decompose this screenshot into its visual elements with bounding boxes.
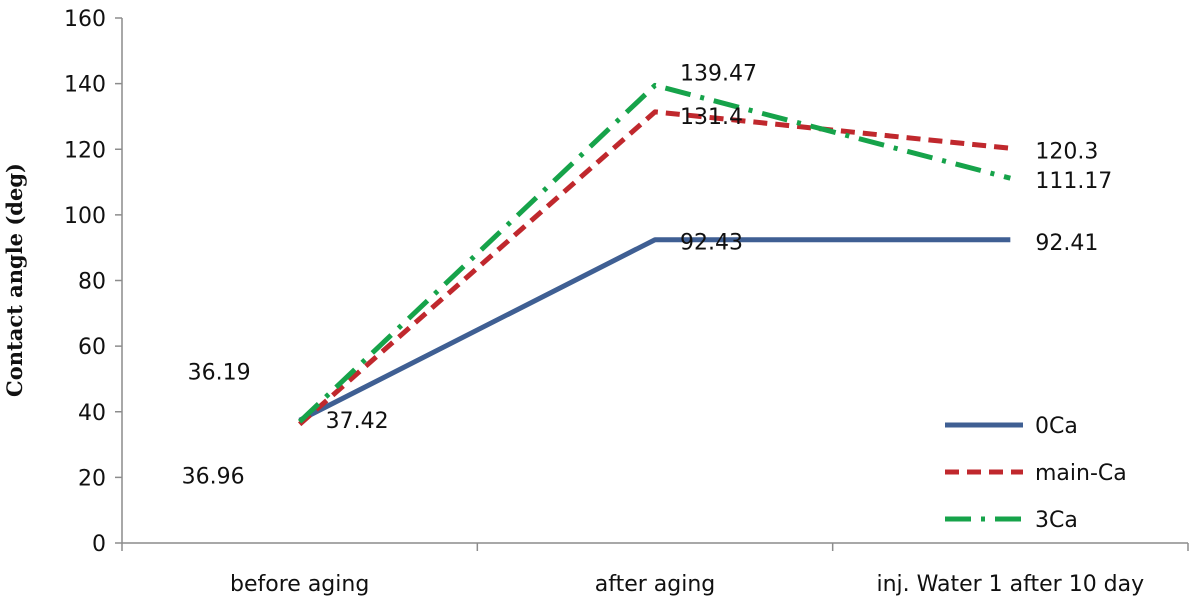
y-tick-label: 140 (64, 73, 106, 98)
data-label-3Ca: 111.17 (1035, 169, 1112, 194)
legend-label-3Ca: 3Ca (1035, 508, 1078, 533)
x-axis-ticks: before aging after aging inj. Water 1 afte… (121, 543, 1189, 597)
series-lines (297, 82, 1011, 427)
legend: 0Ca main-Ca 3Ca (945, 414, 1127, 533)
series-line-main-Ca (298, 109, 1011, 427)
y-axis-ticks: 0 20 40 60 80 100 120 140 160 (64, 7, 122, 557)
x-tick-label: before aging (230, 572, 369, 597)
y-axis-label: Contact angle (deg) (2, 163, 27, 397)
axes (121, 18, 1188, 544)
y-tick-label: 60 (78, 335, 106, 360)
series-line-0Ca (298, 237, 1011, 423)
y-tick-label: 120 (64, 138, 106, 163)
data-label-main-Ca: 131.4 (680, 105, 743, 130)
y-tick-label: 100 (64, 204, 106, 229)
x-tick-label: after aging (595, 572, 716, 597)
data-labels: 37.42 92.43 92.41 36.19 131.4 120.3 36.96 139.4… (182, 61, 1113, 489)
data-label-0Ca: 92.41 (1035, 231, 1098, 256)
y-tick-label: 40 (78, 401, 106, 426)
y-tick-label: 160 (64, 7, 106, 32)
x-tick-label: inj. Water 1 after 10 day (876, 572, 1144, 597)
data-label-0Ca: 37.42 (326, 409, 389, 434)
y-tick-label: 20 (78, 466, 106, 491)
series-line-3Ca (297, 82, 1011, 424)
data-label-3Ca: 139.47 (680, 61, 757, 86)
legend-label-main-Ca: main-Ca (1035, 461, 1127, 486)
y-tick-label: 80 (78, 270, 106, 295)
data-label-3Ca: 36.96 (182, 465, 245, 490)
y-tick-label: 0 (92, 532, 106, 557)
legend-label-0Ca: 0Ca (1035, 414, 1078, 439)
data-label-main-Ca: 36.19 (188, 360, 251, 385)
data-label-0Ca: 92.43 (680, 231, 743, 256)
data-label-main-Ca: 120.3 (1035, 139, 1098, 164)
